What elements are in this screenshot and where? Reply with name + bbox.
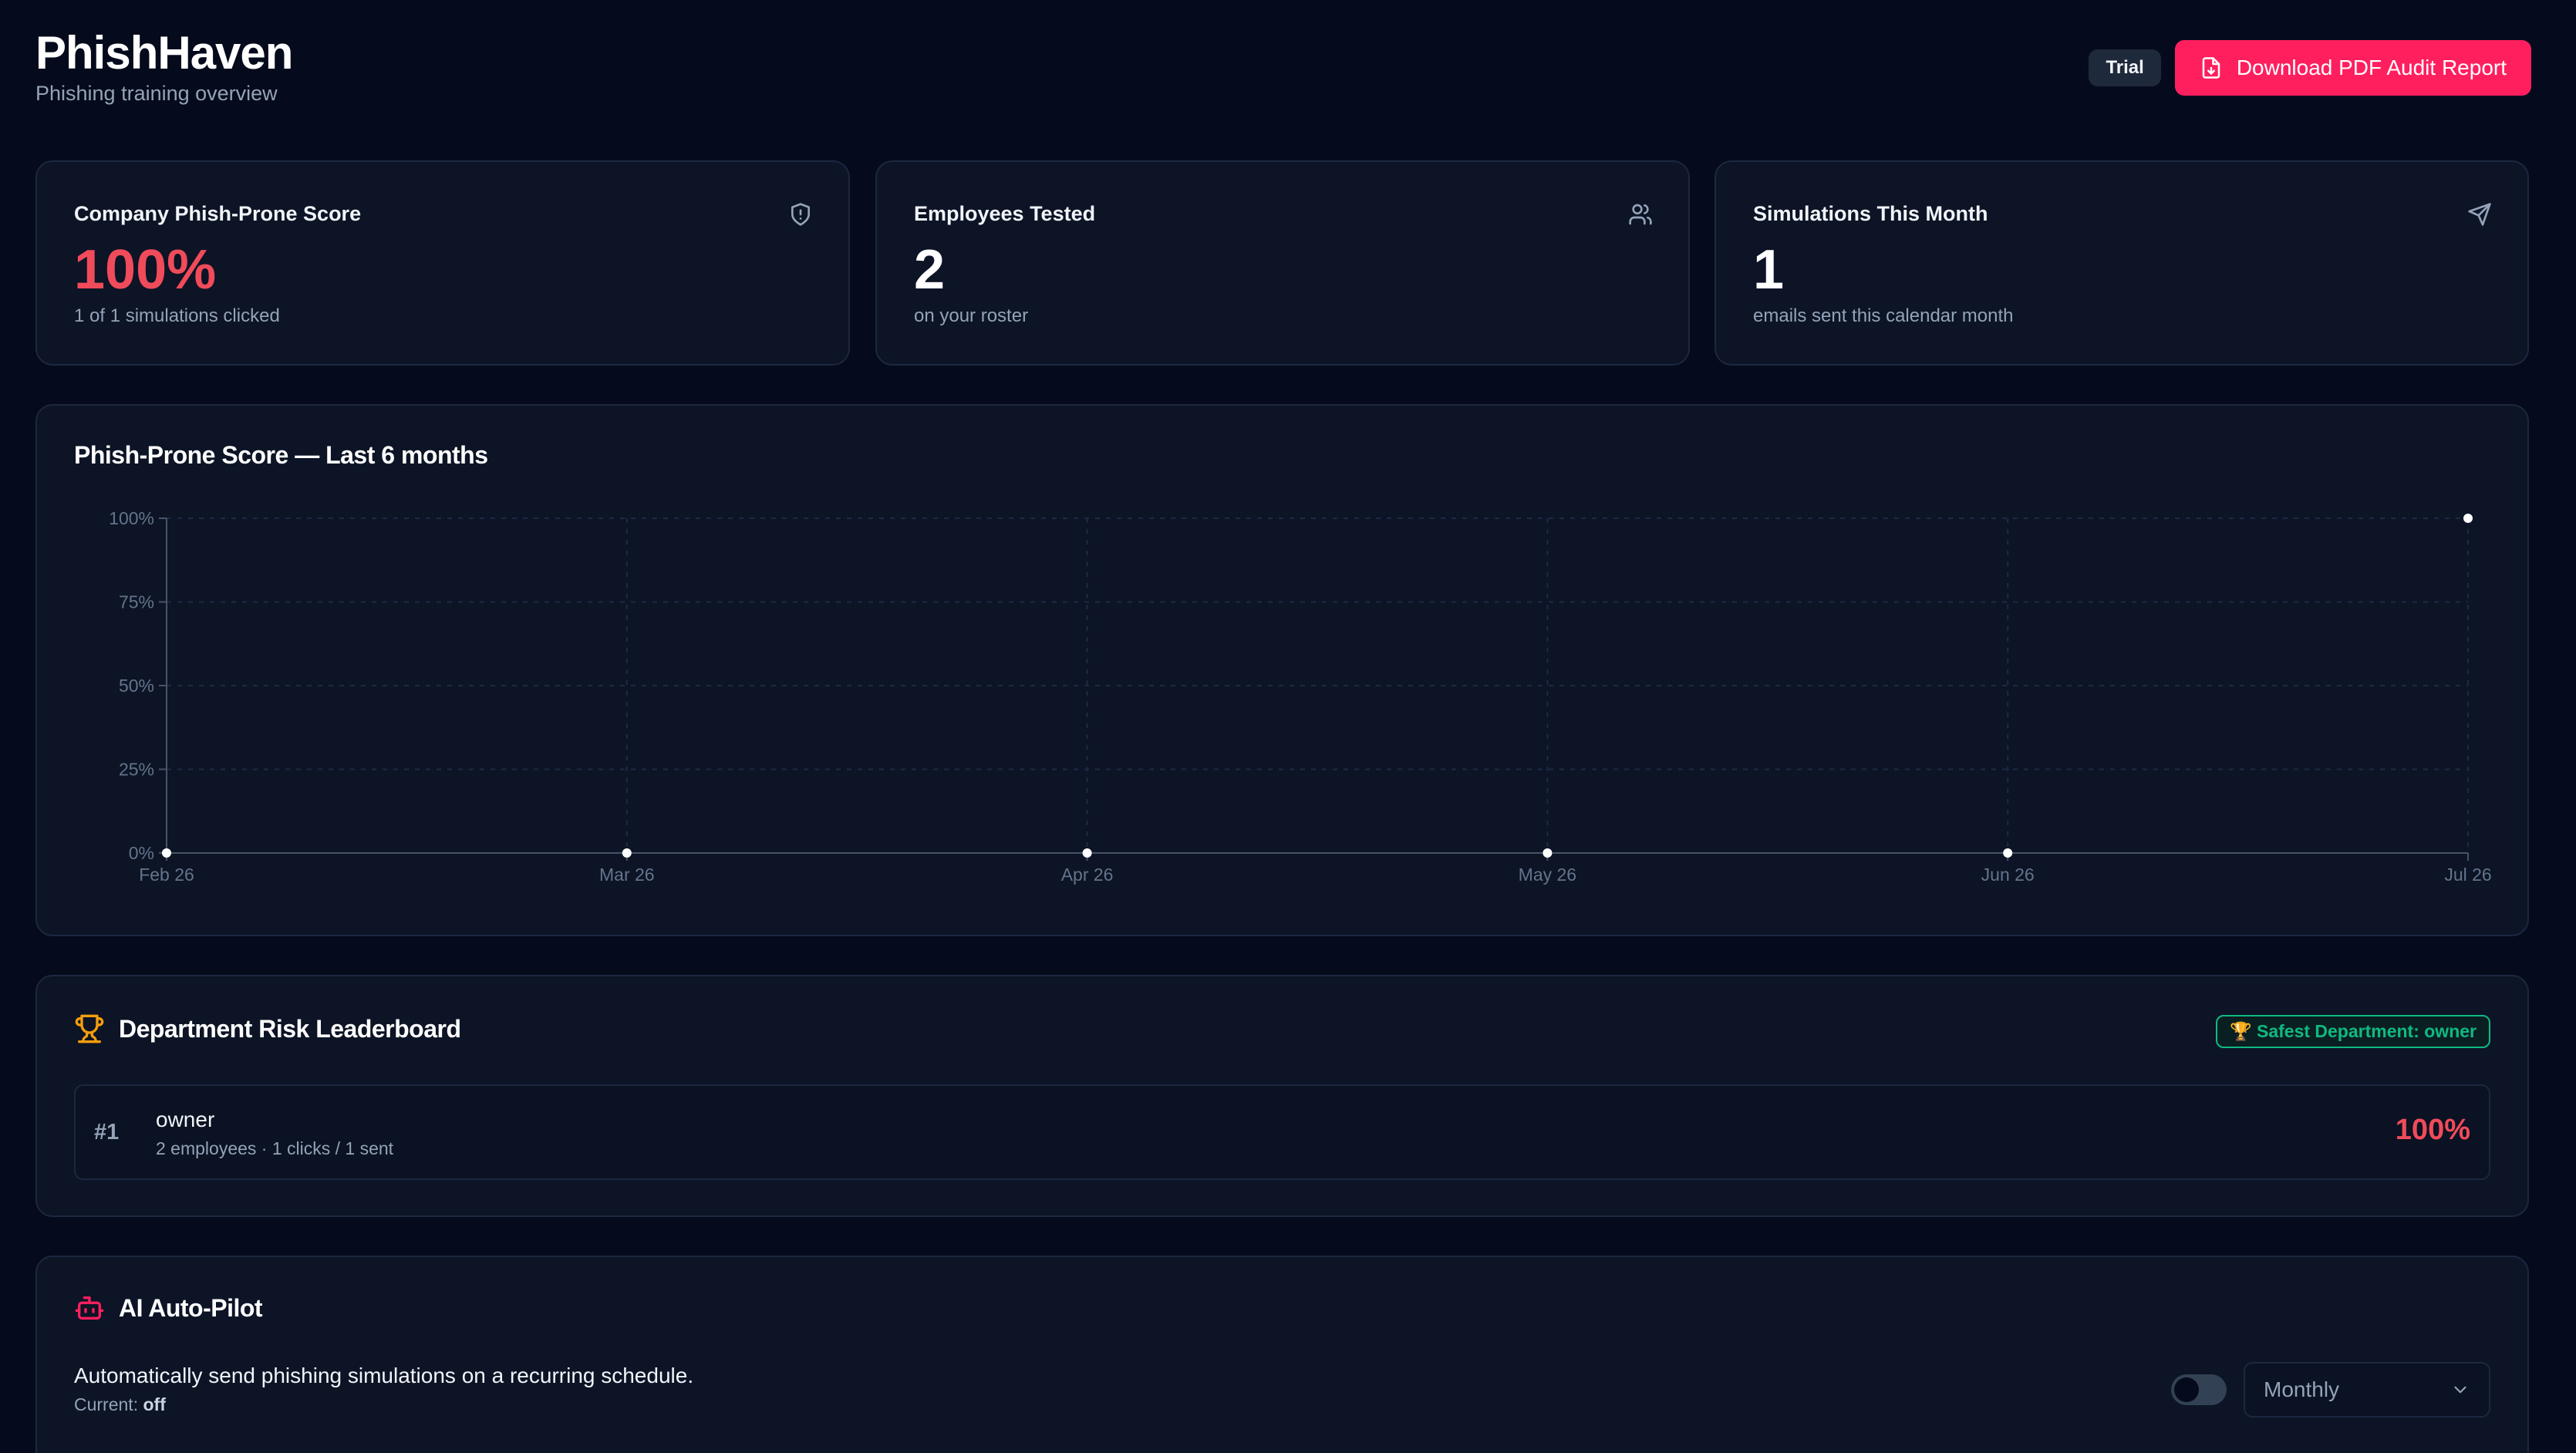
plan-badge: Trial xyxy=(2089,49,2161,86)
x-tick-label: Feb 26 xyxy=(139,865,194,885)
autopilot-toggle[interactable] xyxy=(2171,1374,2227,1405)
download-pdf-label: Download PDF Audit Report xyxy=(2236,56,2507,79)
autopilot-current-status: Current: off xyxy=(74,1394,166,1415)
stat-value: 1 xyxy=(1753,239,1785,301)
shield-icon xyxy=(791,203,810,226)
x-tick-label: May 26 xyxy=(1519,865,1576,885)
robot-icon xyxy=(75,1296,104,1320)
current-label: Current: xyxy=(74,1394,139,1414)
users-icon xyxy=(1629,204,1652,225)
x-tick-label: Jul 26 xyxy=(2444,865,2491,885)
data-point xyxy=(2463,514,2473,523)
stat-value: 100% xyxy=(74,239,217,301)
page-subtitle: Phishing training overview xyxy=(35,82,278,105)
stat-title: Employees Tested xyxy=(914,202,1096,225)
x-tick-label: Jun 26 xyxy=(1981,865,2035,885)
frequency-value: Monthly xyxy=(2264,1377,2340,1401)
y-tick-label: 25% xyxy=(119,760,154,780)
stat-title: Company Phish-Prone Score xyxy=(74,202,362,225)
stat-card-phish-prone: Company Phish-Prone Score 100% 1 of 1 si… xyxy=(35,160,850,366)
send-icon xyxy=(2468,203,2491,226)
chevron-down-icon xyxy=(2454,1386,2466,1394)
leaderboard-header: Department Risk Leaderboard xyxy=(74,1013,461,1044)
department-name: owner xyxy=(156,1107,215,1131)
stat-subtext: on your roster xyxy=(914,305,1029,326)
autopilot-card: AI Auto-Pilot Automatically send phishin… xyxy=(35,1256,2529,1453)
leaderboard-row: #1 owner 2 employees · 1 clicks / 1 sent… xyxy=(74,1084,2490,1180)
x-tick-label: Apr 26 xyxy=(1061,865,1114,885)
leaderboard-title: Department Risk Leaderboard xyxy=(119,1014,461,1043)
row-rank: #1 xyxy=(94,1120,120,1145)
stat-subtext: 1 of 1 simulations clicked xyxy=(74,305,280,326)
safest-department-badge: 🏆 Safest Department: owner xyxy=(2215,1015,2490,1048)
x-tick-label: Mar 26 xyxy=(599,865,655,885)
current-value: off xyxy=(143,1394,166,1414)
autopilot-description: Automatically send phishing simulations … xyxy=(74,1364,694,1387)
stat-value: 2 xyxy=(914,239,946,301)
download-pdf-button[interactable]: Download PDF Audit Report xyxy=(2174,40,2531,96)
stat-card-simulations-month: Simulations This Month 1 emails sent thi… xyxy=(1715,160,2529,366)
trophy-icon xyxy=(75,1014,104,1043)
department-meta: 2 employees · 1 clicks / 1 sent xyxy=(156,1138,394,1158)
y-tick-label: 100% xyxy=(109,508,154,528)
chart-title: Phish-Prone Score — Last 6 months xyxy=(74,441,488,469)
frequency-select[interactable]: Monthly xyxy=(2244,1362,2490,1418)
y-tick-label: 0% xyxy=(129,843,154,863)
stat-card-employees-tested: Employees Tested 2 on your roster xyxy=(875,160,1690,366)
stat-title: Simulations This Month xyxy=(1753,202,1988,225)
data-point xyxy=(2003,848,2013,858)
department-score: 100% xyxy=(2395,1114,2470,1146)
stat-subtext: emails sent this calendar month xyxy=(1753,305,2014,326)
file-icon xyxy=(2202,57,2220,79)
data-point xyxy=(622,848,632,858)
trend-chart-card: Phish-Prone Score — Last 6 months 0% 25% 5… xyxy=(35,404,2529,936)
header-actions: Trial Download PDF Audit Report xyxy=(2089,40,2531,96)
brand: PhishHaven Phishing training overview xyxy=(35,27,293,106)
data-point xyxy=(162,848,171,858)
autopilot-title: AI Auto-Pilot xyxy=(119,1293,263,1322)
data-point xyxy=(1082,848,1092,858)
y-tick-label: 75% xyxy=(119,592,154,612)
app-title: PhishHaven xyxy=(35,27,293,79)
leaderboard-card: Department Risk Leaderboard 🏆 Safest Dep… xyxy=(35,975,2529,1217)
phish-prone-line-chart: 0% 25% 50% 75% 100% Feb 26 Mar 26 Apr 26 May 26 J… xyxy=(109,508,2492,885)
data-point xyxy=(1543,848,1553,858)
autopilot-header: AI Auto-Pilot xyxy=(74,1293,263,1323)
y-tick-label: 50% xyxy=(119,676,154,696)
